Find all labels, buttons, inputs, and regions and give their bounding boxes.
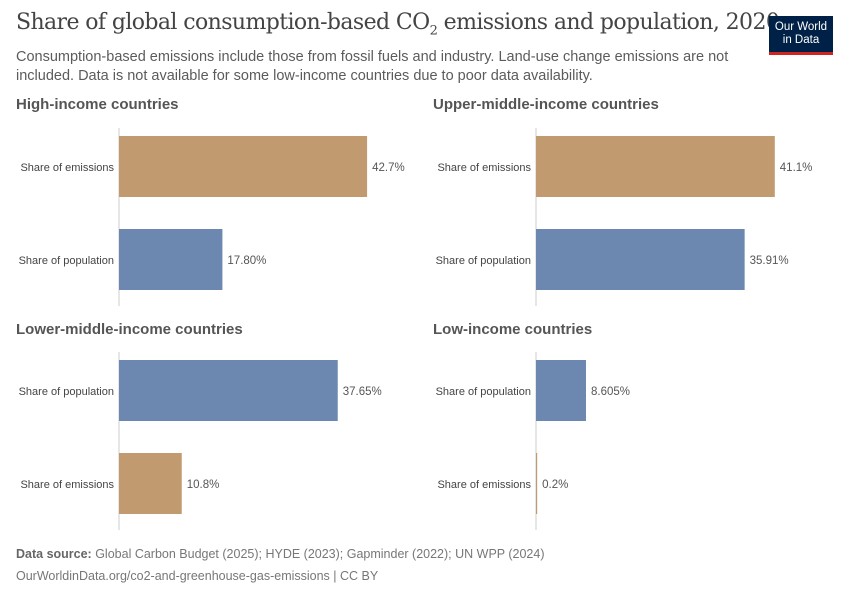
category-label: Share of emissions	[437, 479, 531, 491]
data-label: 8.605%	[591, 386, 630, 398]
data-label: 17.80%	[227, 255, 266, 267]
panel-title-upper-middle: Upper-middle-income countries	[433, 96, 659, 113]
bar-emissions	[536, 453, 538, 514]
category-label: Share of emissions	[20, 162, 114, 174]
category-label: Share of emissions	[20, 479, 114, 491]
bar-population	[119, 360, 338, 421]
data-label: 35.91%	[750, 255, 789, 267]
bar-emissions	[119, 136, 368, 197]
chart-title: Share of global consumption-based CO2 em…	[16, 10, 780, 39]
data-label: 42.7%	[372, 162, 405, 174]
category-label: Share of population	[19, 255, 114, 267]
owid-logo[interactable]: Our World in Data	[769, 16, 833, 55]
panel-title-lower-middle: Lower-middle-income countries	[16, 321, 243, 338]
data-label: 37.65%	[343, 386, 382, 398]
panel-title-low: Low-income countries	[433, 321, 593, 338]
bar-population	[119, 229, 223, 290]
bar-emissions	[119, 453, 182, 514]
data-label: 41.1%	[780, 162, 813, 174]
chart-subtitle: Consumption-based emissions include thos…	[16, 49, 729, 84]
panel-title-high: High-income countries	[16, 96, 179, 113]
category-label: Share of population	[19, 386, 114, 398]
bar-population	[536, 360, 586, 421]
bar-population	[536, 229, 745, 290]
category-label: Share of population	[436, 255, 531, 267]
category-label: Share of emissions	[437, 162, 531, 174]
category-label: Share of population	[436, 386, 531, 398]
bar-emissions	[536, 136, 775, 197]
source-url[interactable]: OurWorldinData.org/co2-and-greenhouse-ga…	[16, 569, 379, 583]
data-source: Data source: Global Carbon Budget (2025)…	[16, 547, 545, 561]
data-label: 10.8%	[187, 479, 220, 491]
data-label: 0.2%	[542, 479, 568, 491]
